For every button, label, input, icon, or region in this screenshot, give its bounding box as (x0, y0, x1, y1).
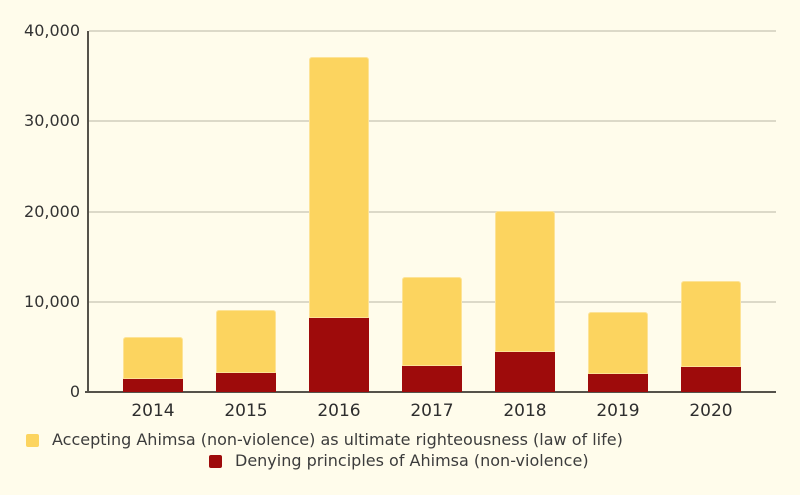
x-axis-label-2017: 2017 (410, 401, 454, 421)
bar-accepting-2019 (588, 312, 648, 374)
legend-label-denying: Denying principles of Ahimsa (non-violen… (235, 451, 589, 470)
bar-accepting-2020 (681, 281, 741, 367)
y-axis-line (87, 31, 89, 392)
bar-denying-2018 (495, 352, 555, 392)
bar-accepting-2016 (309, 57, 369, 318)
x-axis-line (85, 391, 776, 393)
x-axis-label-2014: 2014 (131, 401, 175, 421)
bar-accepting-2014 (123, 337, 183, 379)
gridline-20000 (89, 210, 776, 213)
y-axis-label-20000: 20,000 (24, 201, 80, 221)
bar-accepting-2017 (402, 277, 462, 366)
bar-denying-2019 (588, 374, 648, 392)
bar-accepting-2018 (495, 211, 555, 352)
legend-item-accepting: Accepting Ahimsa (non-violence) as ultim… (26, 430, 623, 450)
y-axis-label-40000: 40,000 (24, 21, 80, 40)
bar-denying-2014 (123, 379, 183, 392)
y-axis-label-10000: 10,000 (24, 291, 80, 311)
x-axis-label-2019: 2019 (596, 401, 640, 421)
bar-accepting-2015 (216, 310, 276, 373)
x-axis-label-2016: 2016 (317, 401, 361, 421)
bar-denying-2017 (402, 366, 462, 392)
bar-denying-2015 (216, 373, 276, 392)
legend-swatch-denying (209, 454, 222, 468)
gridline-30000 (89, 120, 776, 123)
legend-label-accepting: Accepting Ahimsa (non-violence) as ultim… (52, 430, 623, 449)
bar-denying-2020 (681, 367, 741, 392)
x-axis-label-2015: 2015 (224, 401, 268, 421)
x-axis-label-2018: 2018 (503, 401, 547, 421)
legend-swatch-accepting (26, 433, 39, 447)
bar-denying-2016 (309, 318, 369, 392)
x-axis-label-2020: 2020 (689, 401, 733, 421)
gridline-40000 (89, 30, 776, 32)
y-axis-label-0: 0 (69, 382, 80, 401)
y-axis-label-30000: 30,000 (24, 111, 80, 131)
legend-item-denying: Denying principles of Ahimsa (non-violen… (209, 451, 589, 471)
